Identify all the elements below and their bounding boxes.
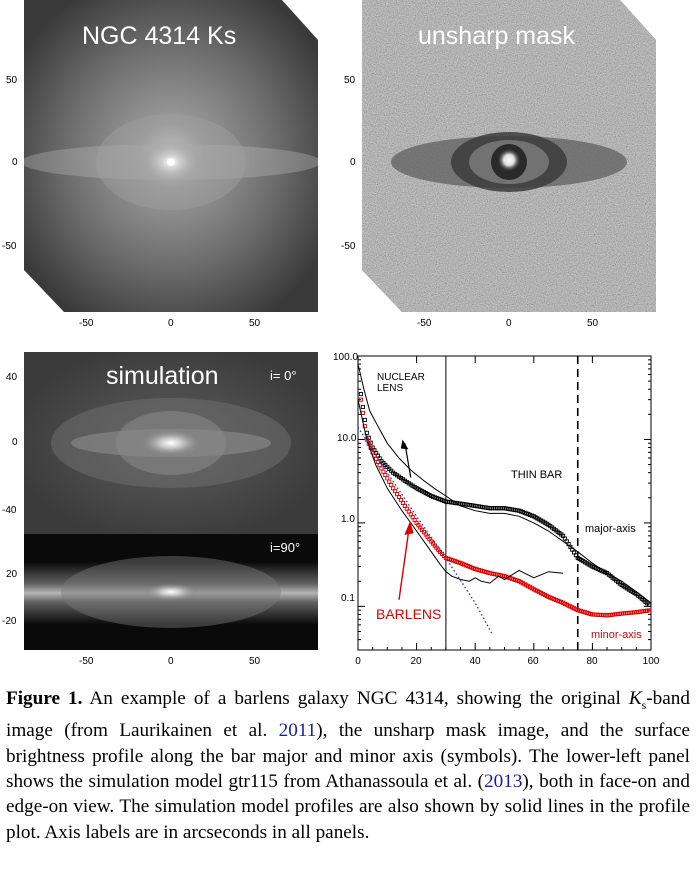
x-tick: 0 <box>168 318 174 329</box>
unsharp-mask-panel: unsharp mask <box>362 0 656 312</box>
x-tick-label: 0 <box>355 656 361 667</box>
x-tick: -50 <box>417 318 432 329</box>
y-tick-label: 0.1 <box>341 593 355 604</box>
simulation-panel: simulation i= 0° i=90° <box>24 352 318 650</box>
x-tick: 0 <box>168 656 174 667</box>
simulation-profile-line <box>357 399 564 584</box>
barlens-arrowhead <box>404 521 414 535</box>
barlens-annotation: BARLENS <box>376 606 441 622</box>
y-tick: 50 <box>6 75 18 86</box>
simulation-image <box>24 352 318 650</box>
minor-axis-point <box>389 482 394 488</box>
figure-caption: Figure 1. An example of a barlens galaxy… <box>6 686 690 845</box>
x-tick: 50 <box>587 318 599 329</box>
barlens-arrow <box>398 526 410 600</box>
minor-axis-point <box>362 424 367 429</box>
minor-axis-point <box>383 472 388 478</box>
nuclear-lens-annotation: NUCLEAR <box>377 372 425 383</box>
figure-label: Figure 1. <box>6 688 83 709</box>
unsharp-mask-title: unsharp mask <box>418 22 576 50</box>
citation-link-2011[interactable]: 2011 <box>278 720 317 742</box>
minor-axis-point <box>358 397 363 402</box>
nuclear-lens-arrowhead <box>400 439 409 450</box>
x-tick-label: 60 <box>527 656 539 667</box>
ngc4314-ks-image <box>24 0 318 312</box>
profile-plot: 100.0 10.0 1.0 0.1 NUCLEAR LENS THIN BAR… <box>333 352 660 667</box>
ks-subscript: s <box>641 697 647 712</box>
exponential-fit-line <box>357 426 494 636</box>
major-axis-annotation: major-axis <box>585 523 636 535</box>
minor-axis-point <box>385 476 390 481</box>
x-tick-label: 80 <box>586 656 598 667</box>
x-tick: -50 <box>79 318 94 329</box>
y-tick: -40 <box>2 505 17 516</box>
minor-axis-point <box>381 469 386 474</box>
y-tick-label: 100.0 <box>333 352 358 363</box>
ks-symbol: K <box>628 688 642 709</box>
major-axis-point <box>360 404 365 410</box>
y-tick: -20 <box>2 616 17 627</box>
y-tick: 0 <box>350 157 356 168</box>
y-tick: 0 <box>12 437 18 448</box>
caption-text: ), the unsharp mask image, and the surfa… <box>6 720 690 793</box>
y-tick: 0 <box>12 157 18 168</box>
thin-bar-annotation: THIN BAR <box>511 469 562 481</box>
x-tick-label: 100 <box>643 656 660 667</box>
caption-text: ), both in face-on and edge-on view. The… <box>6 771 690 843</box>
ngc4314-ks-title: NGC 4314 Ks <box>82 22 237 50</box>
y-tick: 20 <box>6 569 18 580</box>
minor-axis-point <box>375 459 380 465</box>
citation-link-2013[interactable]: 2013 <box>484 771 523 793</box>
x-tick: 50 <box>249 318 261 329</box>
minor-axis-point <box>360 410 365 415</box>
minor-axis-point <box>377 463 382 468</box>
caption-text: An example of a barlens galaxy NGC 4314,… <box>82 688 629 709</box>
y-tick: -50 <box>2 241 17 252</box>
y-tick-label: 1.0 <box>341 514 355 525</box>
x-tick: 0 <box>506 318 512 329</box>
major-axis-point <box>358 391 363 397</box>
y-tick: 40 <box>6 372 18 383</box>
inclination-faceon-label: i= 0° <box>270 368 297 383</box>
y-tick: -50 <box>341 241 356 252</box>
x-tick: 50 <box>249 656 261 667</box>
simulation-profile-line <box>357 363 652 604</box>
simulation-title: simulation <box>106 362 219 390</box>
minor-axis-point <box>647 608 652 613</box>
x-tick-label: 40 <box>469 656 481 667</box>
y-tick: 50 <box>344 75 356 86</box>
x-tick-label: 20 <box>410 656 422 667</box>
minor-axis-point <box>379 466 384 471</box>
caption-text: -band image (from Laurikainen et al. <box>6 688 690 742</box>
unsharp-mask-image <box>362 0 656 312</box>
major-axis-point <box>647 602 652 607</box>
minor-axis-annotation: minor-axis <box>591 629 642 641</box>
x-tick: -50 <box>79 656 94 667</box>
y-tick-label: 10.0 <box>337 433 357 444</box>
inclination-edgeon-label: i=90° <box>270 540 301 555</box>
minor-axis-point <box>387 479 392 484</box>
ngc4314-ks-panel: NGC 4314 Ks <box>24 0 318 312</box>
nuclear-lens-annotation: LENS <box>377 383 403 394</box>
major-axis-point <box>362 417 367 422</box>
